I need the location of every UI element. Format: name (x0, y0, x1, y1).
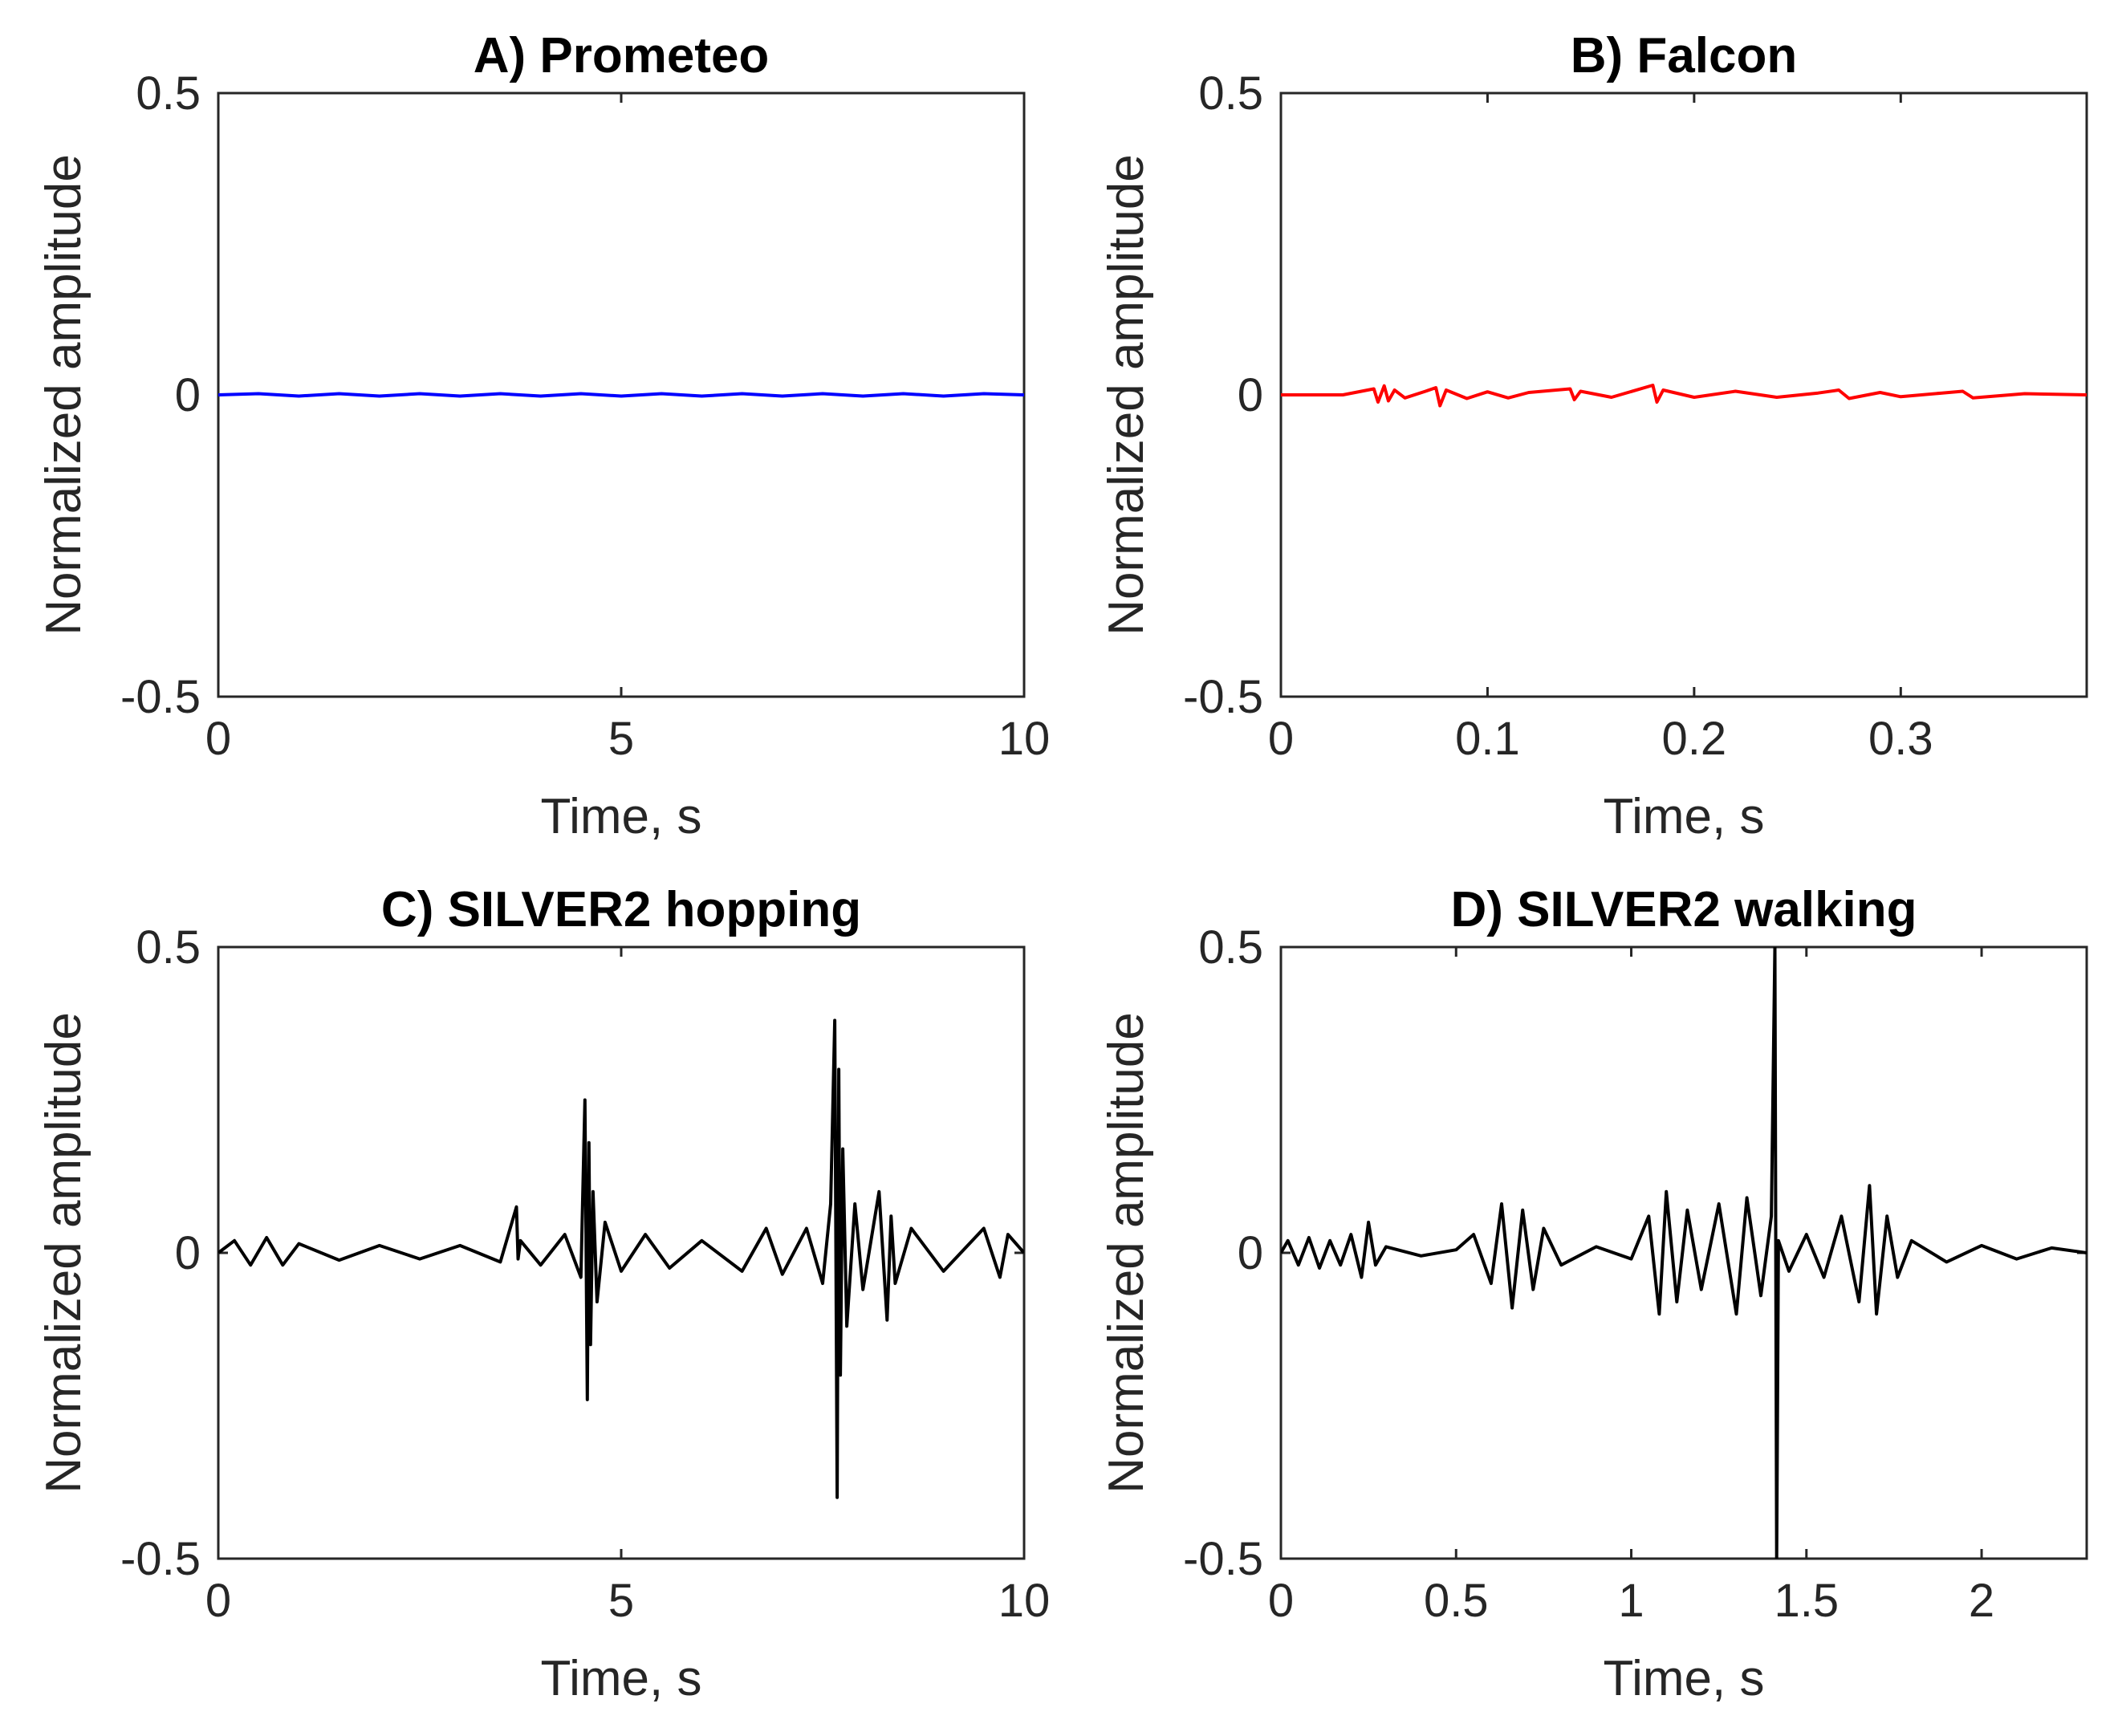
y-tick-label: 0 (1238, 369, 1263, 421)
x-tick-label: 0 (1268, 713, 1294, 765)
y-tick-label: -0.5 (120, 1533, 201, 1585)
series-line-d-0 (1281, 947, 2087, 1559)
y-tick-label: -0.5 (1183, 1533, 1263, 1585)
x-tick-label: 0 (205, 1575, 231, 1627)
y-axis-label-a: Normalized amplitude (36, 154, 91, 636)
x-tick-label: 5 (608, 1575, 634, 1627)
y-tick-label: 0.5 (136, 67, 201, 120)
x-tick-label: 10 (998, 1575, 1051, 1627)
y-axis-label-b: Normalized amplitude (1099, 154, 1154, 636)
x-tick-label: 0.3 (1868, 713, 1933, 765)
chart-title-c: C) SILVER2 hopping (381, 882, 861, 937)
x-axis-label-a: Time, s (541, 789, 702, 844)
series-line-a-0 (218, 392, 1024, 398)
chart-title-d: D) SILVER2 walking (1450, 882, 1917, 937)
x-tick-label: 0.2 (1662, 713, 1727, 765)
x-axis-label-b: Time, s (1604, 789, 1765, 844)
y-tick-label: -0.5 (1183, 671, 1263, 723)
x-tick-label: 0.5 (1424, 1575, 1489, 1627)
x-tick-label: 0.1 (1455, 713, 1520, 765)
series-line-c-0 (218, 1018, 1024, 1499)
x-tick-label: 2 (1969, 1575, 1994, 1627)
x-axis-label-d: Time, s (1604, 1651, 1765, 1706)
y-tick-label: 0.5 (1198, 67, 1263, 120)
series-line-b-0 (1281, 384, 2087, 408)
y-tick-label: 0.5 (136, 921, 201, 974)
x-tick-label: 5 (608, 713, 634, 765)
x-tick-label: 1.5 (1774, 1575, 1839, 1627)
x-axis-label-c: Time, s (541, 1651, 702, 1706)
y-tick-label: 0 (175, 369, 201, 421)
x-tick-label: 10 (998, 713, 1051, 765)
y-axis-label-d: Normalized amplitude (1099, 1012, 1154, 1494)
y-axis-label-c: Normalized amplitude (36, 1012, 91, 1494)
chart-title-a: A) Prometeo (474, 28, 770, 83)
chart-title-b: B) Falcon (1571, 28, 1797, 83)
y-tick-label: 0.5 (1198, 921, 1263, 974)
y-tick-label: -0.5 (120, 671, 201, 723)
panel-d: 0 0.5 1 1.5 2-0.500.5D) SILVER2 walkingTime,… (1099, 882, 2088, 1706)
y-tick-label: 0 (1238, 1227, 1263, 1279)
x-tick-label: 0 (205, 713, 231, 765)
y-tick-label: 0 (175, 1227, 201, 1279)
x-tick-label: 1 (1618, 1575, 1644, 1627)
x-tick-label: 0 (1268, 1575, 1294, 1627)
